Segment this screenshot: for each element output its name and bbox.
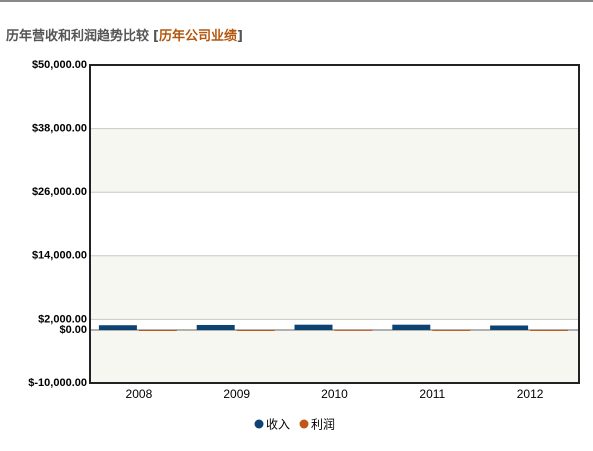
bracket: ]	[237, 29, 243, 44]
bar	[236, 330, 275, 331]
title-text: 历年营收和利润趋势比较	[6, 28, 149, 44]
bar	[196, 324, 235, 330]
y-tick-label: $2,000.00	[38, 313, 87, 325]
title-link[interactable]: 历年公司业绩	[159, 28, 237, 44]
grid-band	[90, 255, 579, 320]
y-tick-label: $26,000.00	[32, 186, 87, 198]
bar	[98, 325, 137, 330]
y-tick-label: $38,000.00	[32, 123, 87, 135]
legend-label: 收入	[266, 418, 290, 432]
y-tick-label: $0.00	[59, 324, 87, 336]
chart-title: 历年营收和利润趋势比较 [历年公司业绩]	[6, 28, 243, 44]
bar	[392, 324, 431, 330]
grid-band	[90, 128, 579, 193]
x-tick-label: 2012	[517, 387, 544, 401]
bar	[138, 330, 177, 331]
x-tick-label: 2008	[126, 387, 153, 401]
bar	[334, 329, 373, 331]
bar	[490, 325, 529, 330]
bar	[530, 329, 569, 331]
y-tick-label: $-10,000.00	[28, 377, 87, 389]
bar	[294, 324, 333, 330]
legend-marker	[299, 419, 309, 429]
legend-label: 利润	[311, 418, 335, 432]
grid-band	[90, 330, 579, 383]
top-border	[0, 0, 593, 2]
legend-marker	[254, 419, 264, 429]
x-tick-label: 2010	[321, 387, 348, 401]
y-tick-label: $50,000.00	[32, 59, 87, 71]
x-tick-label: 2009	[223, 387, 250, 401]
bracket: [	[153, 29, 159, 44]
y-tick-label: $14,000.00	[32, 250, 87, 262]
x-tick-label: 2011	[419, 387, 445, 401]
bar	[432, 329, 471, 331]
plot-frame	[89, 64, 580, 384]
